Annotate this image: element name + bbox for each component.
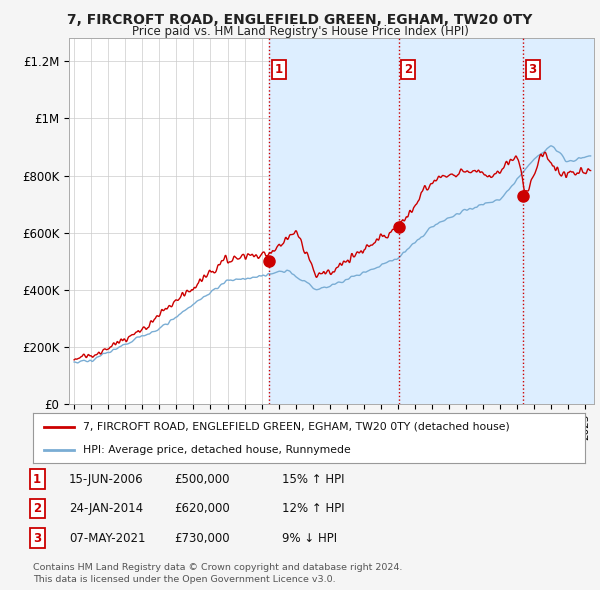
Text: Contains HM Land Registry data © Crown copyright and database right 2024.: Contains HM Land Registry data © Crown c…	[33, 563, 403, 572]
Text: 2: 2	[404, 63, 412, 76]
Text: 2: 2	[33, 502, 41, 515]
Text: £730,000: £730,000	[174, 532, 230, 545]
Text: £500,000: £500,000	[174, 473, 229, 486]
Text: 15% ↑ HPI: 15% ↑ HPI	[282, 473, 344, 486]
Text: 15-JUN-2006: 15-JUN-2006	[69, 473, 143, 486]
Text: 12% ↑ HPI: 12% ↑ HPI	[282, 502, 344, 515]
Text: 1: 1	[33, 473, 41, 486]
Text: 07-MAY-2021: 07-MAY-2021	[69, 532, 146, 545]
Text: HPI: Average price, detached house, Runnymede: HPI: Average price, detached house, Runn…	[83, 445, 350, 455]
Text: This data is licensed under the Open Government Licence v3.0.: This data is licensed under the Open Gov…	[33, 575, 335, 584]
Text: Price paid vs. HM Land Registry's House Price Index (HPI): Price paid vs. HM Land Registry's House …	[131, 25, 469, 38]
Text: 9% ↓ HPI: 9% ↓ HPI	[282, 532, 337, 545]
Text: 3: 3	[33, 532, 41, 545]
Text: 7, FIRCROFT ROAD, ENGLEFIELD GREEN, EGHAM, TW20 0TY (detached house): 7, FIRCROFT ROAD, ENGLEFIELD GREEN, EGHA…	[83, 421, 509, 431]
Text: 1: 1	[275, 63, 283, 76]
Text: 24-JAN-2014: 24-JAN-2014	[69, 502, 143, 515]
Text: £620,000: £620,000	[174, 502, 230, 515]
Text: 3: 3	[529, 63, 536, 76]
Bar	[269, 38, 600, 404]
Text: 7, FIRCROFT ROAD, ENGLEFIELD GREEN, EGHAM, TW20 0TY: 7, FIRCROFT ROAD, ENGLEFIELD GREEN, EGHA…	[67, 13, 533, 27]
